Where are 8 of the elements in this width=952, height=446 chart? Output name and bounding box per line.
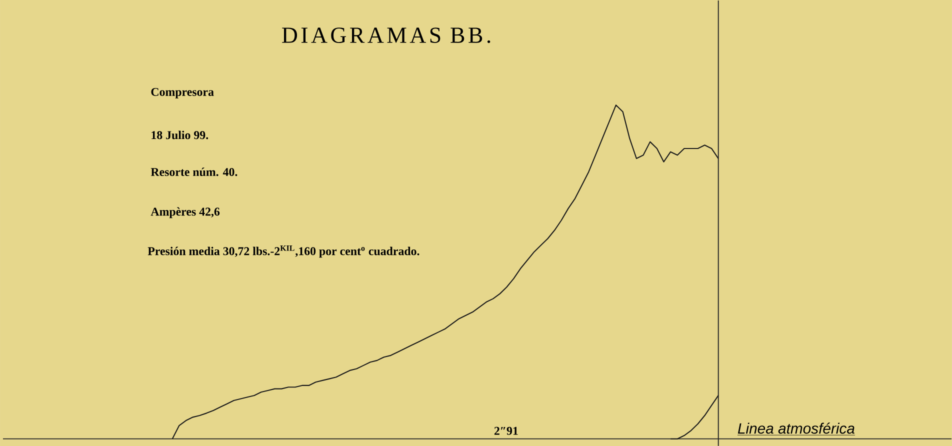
annotation: 18 Julio 99. [152,130,208,140]
annotation: Presión media 30,72 lbs.-2$^{KIL}$,160 por cent$^{o}$ cuadrado. [148,245,420,258]
annotation: Resorte núm. 40. [150,167,238,176]
annotation: 2″91 [494,426,518,435]
annotation: Ampères 42,6 [150,207,220,218]
chart-title: DIAGRAMAS BB. [282,27,490,43]
text: Compresora [151,88,214,98]
text: Linea atmosférica [738,422,854,434]
